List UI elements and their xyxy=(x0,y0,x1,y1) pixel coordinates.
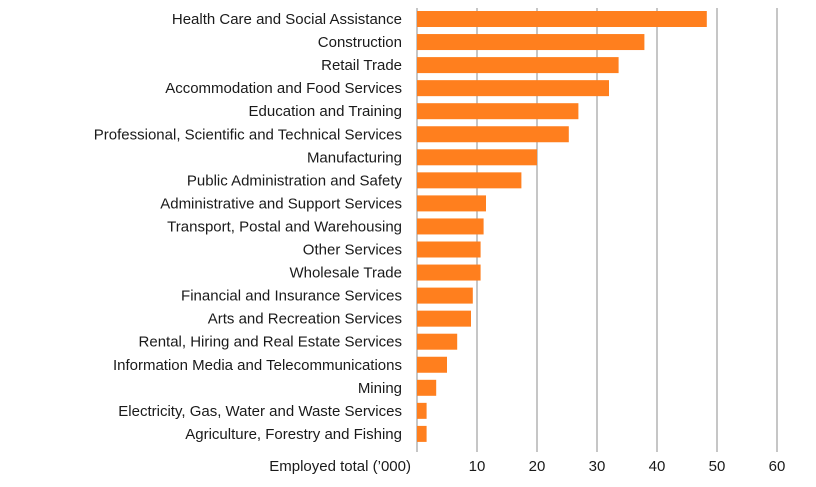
bar xyxy=(417,333,458,350)
bar xyxy=(417,172,522,189)
category-label: Accommodation and Food Services xyxy=(165,80,402,97)
bar xyxy=(417,356,447,373)
x-tick-label: 40 xyxy=(649,458,666,475)
bars xyxy=(417,11,707,442)
bar xyxy=(417,379,437,396)
bar xyxy=(417,402,427,419)
x-tick-label: 20 xyxy=(529,458,546,475)
category-label: Professional, Scientific and Technical S… xyxy=(94,126,402,143)
x-tick-label: 60 xyxy=(769,458,786,475)
bar xyxy=(417,34,645,51)
bar xyxy=(417,126,569,143)
category-label: Information Media and Telecommunications xyxy=(113,357,402,374)
x-tick-label: 30 xyxy=(589,458,606,475)
category-label: Electricity, Gas, Water and Waste Servic… xyxy=(118,403,402,420)
category-label: Wholesale Trade xyxy=(289,265,402,282)
category-labels: Health Care and Social Assistance Constru… xyxy=(94,11,403,443)
category-label: Health Care and Social Assistance xyxy=(172,11,402,28)
x-tick-labels: 10 20 30 40 50 60 xyxy=(469,458,786,475)
bar xyxy=(417,195,486,212)
category-label: Education and Training xyxy=(249,103,402,120)
bar xyxy=(417,103,579,120)
bar xyxy=(417,241,481,258)
category-label: Mining xyxy=(358,380,402,397)
bar xyxy=(417,425,427,442)
category-label: Agriculture, Forestry and Fishing xyxy=(185,426,402,443)
category-label: Public Administration and Safety xyxy=(187,172,403,189)
bar xyxy=(417,287,473,304)
category-label: Transport, Postal and Warehousing xyxy=(167,218,402,235)
bar xyxy=(417,218,484,235)
bar xyxy=(417,310,471,327)
x-tick-label: 50 xyxy=(709,458,726,475)
x-axis-title: Employed total (’000) xyxy=(269,458,411,475)
category-label: Financial and Insurance Services xyxy=(181,288,402,305)
category-label: Manufacturing xyxy=(307,149,402,166)
category-label: Construction xyxy=(318,34,402,51)
bar xyxy=(417,264,481,281)
x-tick-label: 10 xyxy=(469,458,486,475)
category-label: Rental, Hiring and Real Estate Services xyxy=(139,334,402,351)
category-label: Arts and Recreation Services xyxy=(208,311,402,328)
bar xyxy=(417,80,609,97)
bar xyxy=(417,149,537,166)
category-label: Retail Trade xyxy=(321,57,402,74)
category-label: Administrative and Support Services xyxy=(160,195,402,212)
bar xyxy=(417,11,707,27)
bar xyxy=(417,57,619,74)
category-label: Other Services xyxy=(303,242,402,259)
